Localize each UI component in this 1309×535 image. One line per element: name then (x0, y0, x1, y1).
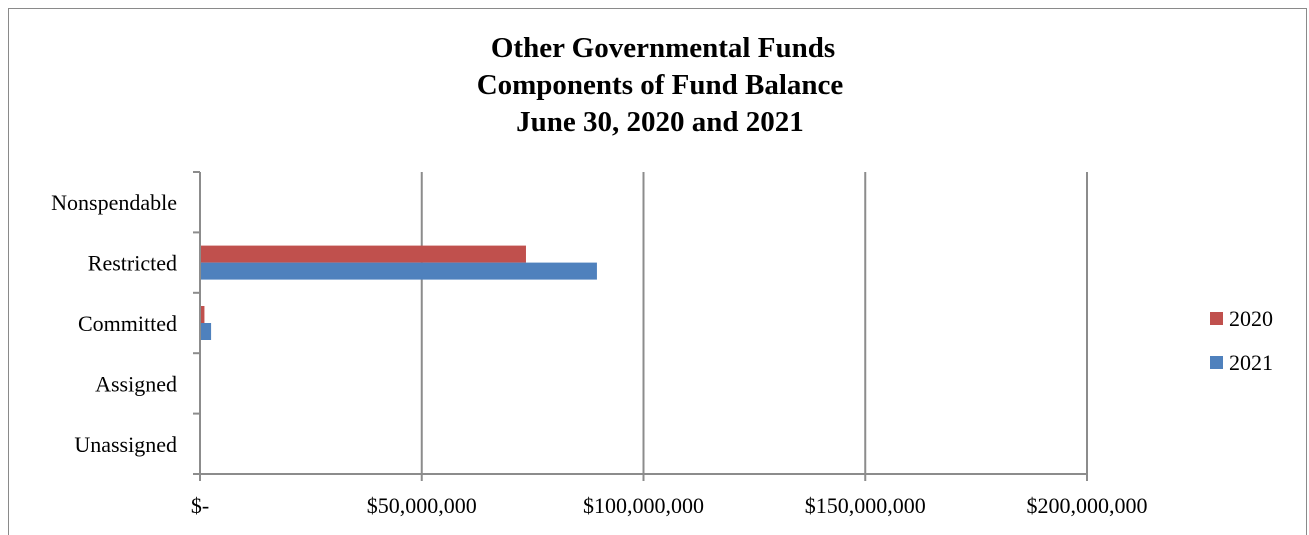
chart-title-line-1: Other Governmental Funds (491, 32, 835, 64)
x-tick-label: $100,000,000 (583, 493, 704, 518)
x-tick-label: $200,000,000 (1027, 493, 1148, 518)
chart-frame (8, 8, 1307, 535)
axes (193, 171, 1088, 481)
category-label-assigned: Assigned (95, 371, 177, 396)
chart-title-line-3: June 30, 2020 and 2021 (516, 106, 804, 138)
category-label-unassigned: Unassigned (74, 432, 177, 457)
legend-swatch-2020 (1210, 312, 1223, 325)
category-label-restricted: Restricted (88, 251, 177, 276)
chart-title: Other Governmental Funds Components of F… (477, 32, 844, 138)
x-tick-label: $- (191, 493, 209, 518)
legend-label-2020: 2020 (1229, 306, 1273, 331)
bars (200, 245, 597, 340)
x-tick-label: $50,000,000 (367, 493, 477, 518)
legend: 2020 2021 (1210, 306, 1273, 375)
gridlines (420, 172, 1088, 474)
category-label-nonspendable: Nonspendable (51, 190, 177, 215)
bar-committed-2021 (200, 323, 212, 340)
chart-title-line-2: Components of Fund Balance (477, 69, 844, 101)
legend-label-2021: 2021 (1229, 350, 1273, 375)
bar-restricted-2020 (200, 245, 526, 263)
bar-restricted-2021 (200, 262, 597, 280)
x-tick-label: $150,000,000 (805, 493, 926, 518)
x-tick-labels: $- $50,000,000 $100,000,000 $150,000,000 $20… (191, 493, 1148, 518)
legend-swatch-2021 (1210, 356, 1223, 369)
category-labels: Nonspendable Restricted Committed Assigned U… (51, 190, 177, 457)
bar-committed-2020 (200, 306, 205, 323)
category-label-committed: Committed (78, 311, 177, 336)
